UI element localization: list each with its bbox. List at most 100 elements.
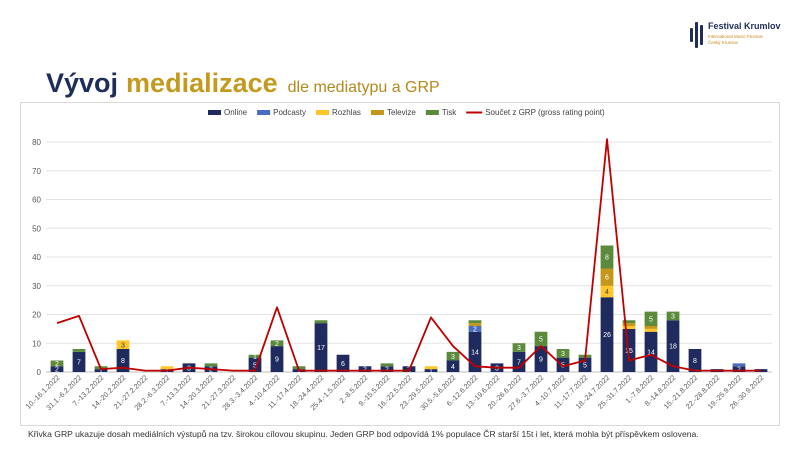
bar-segment	[534, 331, 548, 347]
bar-segment	[72, 351, 86, 372]
bar-value-label: 14	[647, 349, 655, 356]
bar-segment	[468, 323, 482, 326]
bar-value-label: 15	[625, 348, 633, 355]
bar-segment	[336, 354, 350, 372]
bar-segment	[600, 285, 614, 298]
bar-value-label: 8	[693, 358, 697, 365]
bar-segment	[424, 366, 438, 370]
bar-segment	[204, 363, 218, 367]
bar-value-label: 1	[99, 368, 103, 375]
legend-label: Televize	[387, 108, 416, 117]
bar-segment	[556, 349, 570, 358]
bar-value-label: 1	[165, 368, 169, 375]
bar-segment	[116, 349, 130, 372]
brand-logo: Festival Krumlov International Music Fes…	[690, 18, 790, 52]
bar-segment	[358, 366, 372, 372]
legend-label: Součet z GRP (gross rating point)	[485, 108, 605, 117]
bar-segment	[622, 326, 636, 329]
bar-value-label: 7	[517, 360, 521, 367]
bar-value-label: 1	[253, 354, 257, 361]
bar-value-label: 5	[253, 362, 257, 369]
legend-label: Tisk	[442, 108, 457, 117]
brand-subtitle: International Music Festival Český Kruml…	[708, 34, 788, 46]
title-part1: Vývoj	[46, 68, 119, 98]
bar-value-label: 1	[429, 368, 433, 375]
y-tick-label: 0	[37, 368, 42, 377]
y-tick-label: 80	[32, 138, 41, 147]
y-tick-label: 20	[32, 311, 41, 320]
title-part3: dle mediatypu a GRP	[287, 79, 440, 96]
footnote: Křivka GRP ukazuje dosah mediálních výst…	[28, 429, 699, 439]
bar-value-label: 26	[603, 332, 611, 339]
bar-segment	[644, 311, 658, 326]
y-tick-label: 60	[32, 196, 41, 205]
brand-name: Festival Krumlov	[708, 21, 781, 31]
legend-label: Rozhlas	[332, 108, 361, 117]
bar-value-label: 2	[209, 367, 213, 374]
bar-value-label: 8	[121, 358, 125, 365]
bar-segment	[314, 320, 328, 324]
bar-value-label: 2	[473, 326, 477, 333]
bar-segment	[732, 363, 746, 367]
y-tick-label: 50	[32, 224, 41, 233]
bar-value-label: 17	[317, 345, 325, 352]
bar-segment	[666, 311, 680, 321]
brand-sub-line2: Český Krumlov	[708, 40, 739, 45]
bar-value-label: 7	[77, 360, 81, 367]
bar-value-label: 3	[121, 342, 125, 349]
legend-label: Podcasty	[273, 108, 306, 117]
bar-segment	[446, 351, 460, 361]
legend-label: Online	[224, 108, 248, 117]
bar-segment	[622, 323, 636, 326]
bar-segment	[50, 366, 64, 372]
bar-value-label: 1	[297, 368, 301, 375]
bar-segment	[270, 346, 284, 372]
bar-value-label: 8	[605, 255, 609, 262]
bar-value-label: 5	[583, 362, 587, 369]
bar-value-label: 3	[517, 345, 521, 352]
legend-swatch	[425, 110, 439, 115]
bar-segment	[94, 369, 108, 372]
bar-value-label: 4	[605, 289, 609, 296]
bar-value-label: 5	[649, 316, 653, 323]
legend-swatch	[257, 110, 271, 115]
bar-segment	[468, 326, 482, 332]
bar-segment	[644, 326, 658, 329]
bar-segment	[270, 340, 284, 347]
page-title: Vývoj medializace dle mediatypu a GRP	[46, 68, 440, 99]
bar-value-label: 2	[275, 341, 279, 348]
legend-swatch	[208, 110, 221, 115]
bar-segment	[380, 366, 394, 372]
bar-segment	[292, 366, 306, 370]
y-tick-label: 30	[32, 282, 41, 291]
bar-value-label: 2	[55, 367, 59, 374]
bar-segment	[248, 354, 262, 358]
bar-segment	[622, 320, 636, 324]
bar-value-label: 2	[55, 361, 59, 368]
bar-value-label: 14	[471, 349, 479, 356]
legend-swatch	[316, 110, 330, 115]
logo-bars-icon	[690, 20, 704, 50]
bar-segment	[622, 328, 636, 372]
bar-segment	[666, 320, 680, 372]
bar-segment	[644, 328, 658, 332]
bar-value-label: 3	[187, 365, 191, 372]
grp-line	[56, 138, 761, 372]
bar-segment	[644, 331, 658, 372]
bar-segment	[600, 297, 614, 372]
y-tick-label: 70	[32, 167, 41, 176]
bar-value-label: 3	[561, 351, 565, 358]
bar-segment	[116, 340, 130, 349]
bar-segment	[50, 360, 64, 367]
bar-segment	[446, 360, 460, 372]
bar-segment	[534, 346, 548, 372]
bar-value-label: 3	[451, 354, 455, 361]
bar-segment	[600, 268, 614, 286]
bar-value-label: 6	[341, 361, 345, 368]
bar-value-label: 9	[275, 357, 279, 364]
bar-segment	[72, 349, 86, 352]
bar-value-label: 6	[605, 275, 609, 282]
bar-segment	[160, 366, 174, 370]
bar-value-label: 4	[451, 364, 455, 371]
bar-segment	[468, 331, 482, 372]
